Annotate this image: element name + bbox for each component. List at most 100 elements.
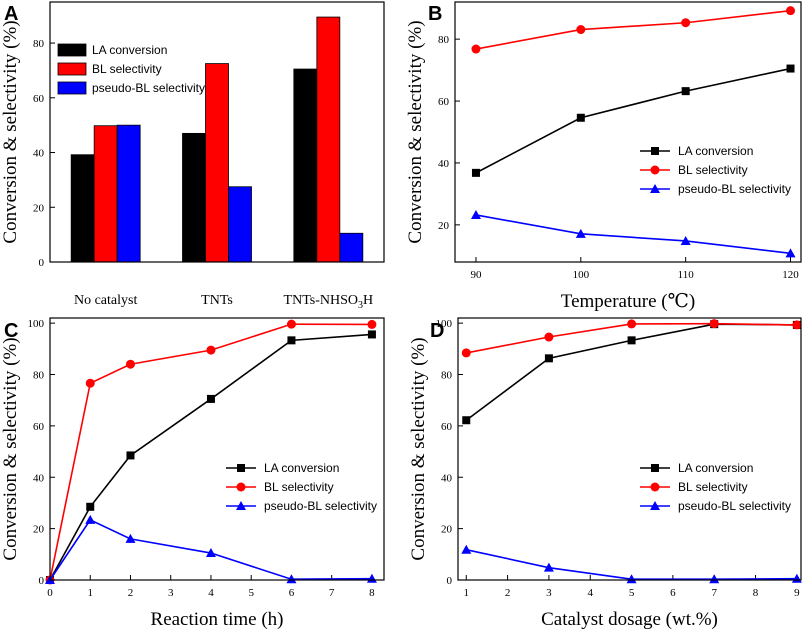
panel-c-ytick-label: 80: [33, 370, 45, 382]
panel-c-xlabel: Reaction time (h): [151, 609, 284, 630]
panel-c-legend-label: pseudo-BL selectivity: [264, 499, 377, 513]
panel-b-ytick-label: 80: [438, 34, 450, 46]
panel-c-legend-marker: [236, 482, 246, 492]
panel-c-point: [205, 548, 216, 558]
panel-b-series-line: [475, 67, 791, 174]
panel-b-legend-marker: [650, 165, 660, 175]
panel-c-point: [126, 451, 135, 460]
panel-b-legend-label: LA conversion: [678, 144, 753, 158]
panel-a-legend-label: BL selectivity: [92, 62, 162, 76]
panel-a-bar: [339, 232, 364, 263]
panel-b-point: [470, 209, 481, 219]
panel-b-legend-marker: [650, 184, 660, 193]
panel-a-ytick-label: 20: [33, 202, 45, 214]
panel-a-ytick-label: 0: [39, 257, 45, 269]
panel-c-ytick-label: 60: [33, 421, 45, 433]
panel-c-letter: C: [4, 320, 18, 342]
panel-c-legend-label: BL selectivity: [264, 480, 334, 494]
panel-c-xtick-label: 3: [168, 587, 174, 599]
panel-b-ylabel: Conversion & selectivity (%): [405, 20, 426, 243]
panel-d-point: [627, 336, 636, 345]
panel-c-xtick-label: 7: [329, 587, 335, 599]
panel-c-series-line: [49, 333, 372, 581]
panel-c-ytick-label: 0: [39, 575, 45, 587]
panel-c-point: [206, 394, 215, 403]
panel-d-xtick-label: 2: [505, 587, 511, 599]
panel-d-point: [792, 320, 802, 330]
panel-d-xtick-label: 6: [670, 587, 676, 599]
panel-a-ytick-label: 40: [33, 148, 45, 160]
panel-b-series-line: [475, 9, 791, 50]
panel-a-letter: A: [4, 3, 18, 25]
panel-d-point: [461, 348, 471, 358]
panel-c-xtick-label: 0: [47, 587, 53, 599]
panel-a-bar: [116, 124, 141, 263]
panel-c-point: [287, 336, 296, 345]
panel-b-xtick-label: 120: [782, 269, 799, 281]
panel-c-xtick-label: 2: [128, 587, 134, 599]
panel-b-point: [680, 235, 691, 245]
panel-b-point: [575, 228, 586, 238]
panel-a-category-label: TNTs-NHSO3H: [284, 293, 374, 311]
panel-c-series-line: [49, 323, 372, 581]
panel-c-ylabel: Conversion & selectivity (%): [0, 337, 21, 560]
panel-b-point: [681, 18, 691, 28]
panel-d-point: [626, 574, 637, 584]
panel-b-frame: [454, 1, 802, 263]
panel-c-xtick-label: 8: [369, 587, 375, 599]
panel-a-bar: [205, 63, 229, 263]
panel-b-xtick-label: 90: [470, 269, 482, 281]
panel-d-ytick-label: 100: [436, 318, 453, 330]
panel-c-xtick-label: 5: [248, 587, 254, 599]
panel-b-letter: B: [428, 3, 442, 25]
panel-d-point: [709, 574, 720, 584]
panel-d-ytick-label: 80: [441, 370, 453, 382]
panel-a-frame: [49, 1, 385, 263]
panel-c-point: [286, 319, 296, 329]
panel-d-legend-label: pseudo-BL selectivity: [678, 499, 791, 513]
panel-a-legend-label: pseudo-BL selectivity: [92, 81, 205, 95]
panel-c-point: [125, 533, 136, 543]
panel-c-legend-marker: [237, 464, 245, 472]
panel-d-frame: [457, 317, 802, 581]
panel-a-ytick-label: 80: [33, 38, 45, 50]
panel-c-legend-marker: [236, 501, 246, 510]
panel-c-point: [367, 319, 377, 329]
panel-d-ytick-label: 0: [447, 575, 453, 587]
panel-d-legend-label: BL selectivity: [678, 480, 748, 494]
panel-b-xtick-label: 100: [573, 269, 590, 281]
panel-a-bar: [93, 125, 118, 263]
panel-a-bar: [182, 132, 206, 263]
panel-b-point: [681, 87, 690, 96]
panel-c-xtick-label: 1: [87, 587, 93, 599]
panel-a-bar: [228, 186, 252, 263]
panel-d-point: [544, 354, 553, 363]
panel-d-xtick-label: 5: [629, 587, 635, 599]
panel-c-ytick-label: 20: [33, 524, 45, 536]
panel-d-xtick-label: 1: [464, 587, 470, 599]
panel-c-frame: [49, 317, 385, 581]
panel-b-xtick-label: 110: [678, 269, 695, 281]
panel-c-legend-label: LA conversion: [264, 461, 339, 475]
panel-d-xlabel: Catalyst dosage (wt.%): [541, 609, 718, 630]
panel-d-point: [462, 416, 471, 425]
panel-c-ytick-label: 100: [28, 318, 45, 330]
panel-c-ytick-label: 40: [33, 472, 45, 484]
panel-b-point: [786, 64, 795, 73]
panel-b-legend-label: BL selectivity: [678, 163, 748, 177]
panel-b-point: [576, 113, 585, 122]
panel-b-series-line: [475, 214, 791, 255]
panel-b-point: [471, 44, 481, 54]
panel-c-xtick-label: 4: [208, 587, 214, 599]
panel-b-point: [471, 168, 480, 177]
panel-b-xlabel: Temperature (℃): [561, 291, 695, 312]
panel-b-point: [576, 25, 586, 35]
panel-c-series-line: [49, 518, 372, 581]
panel-c-point: [206, 345, 216, 355]
panel-a-legend-swatch: [57, 43, 87, 57]
panel-d-point: [461, 544, 472, 554]
panel-d-ylabel: Conversion & selectivity (%): [408, 337, 429, 560]
panel-a-category-label: No catalyst: [74, 293, 137, 308]
